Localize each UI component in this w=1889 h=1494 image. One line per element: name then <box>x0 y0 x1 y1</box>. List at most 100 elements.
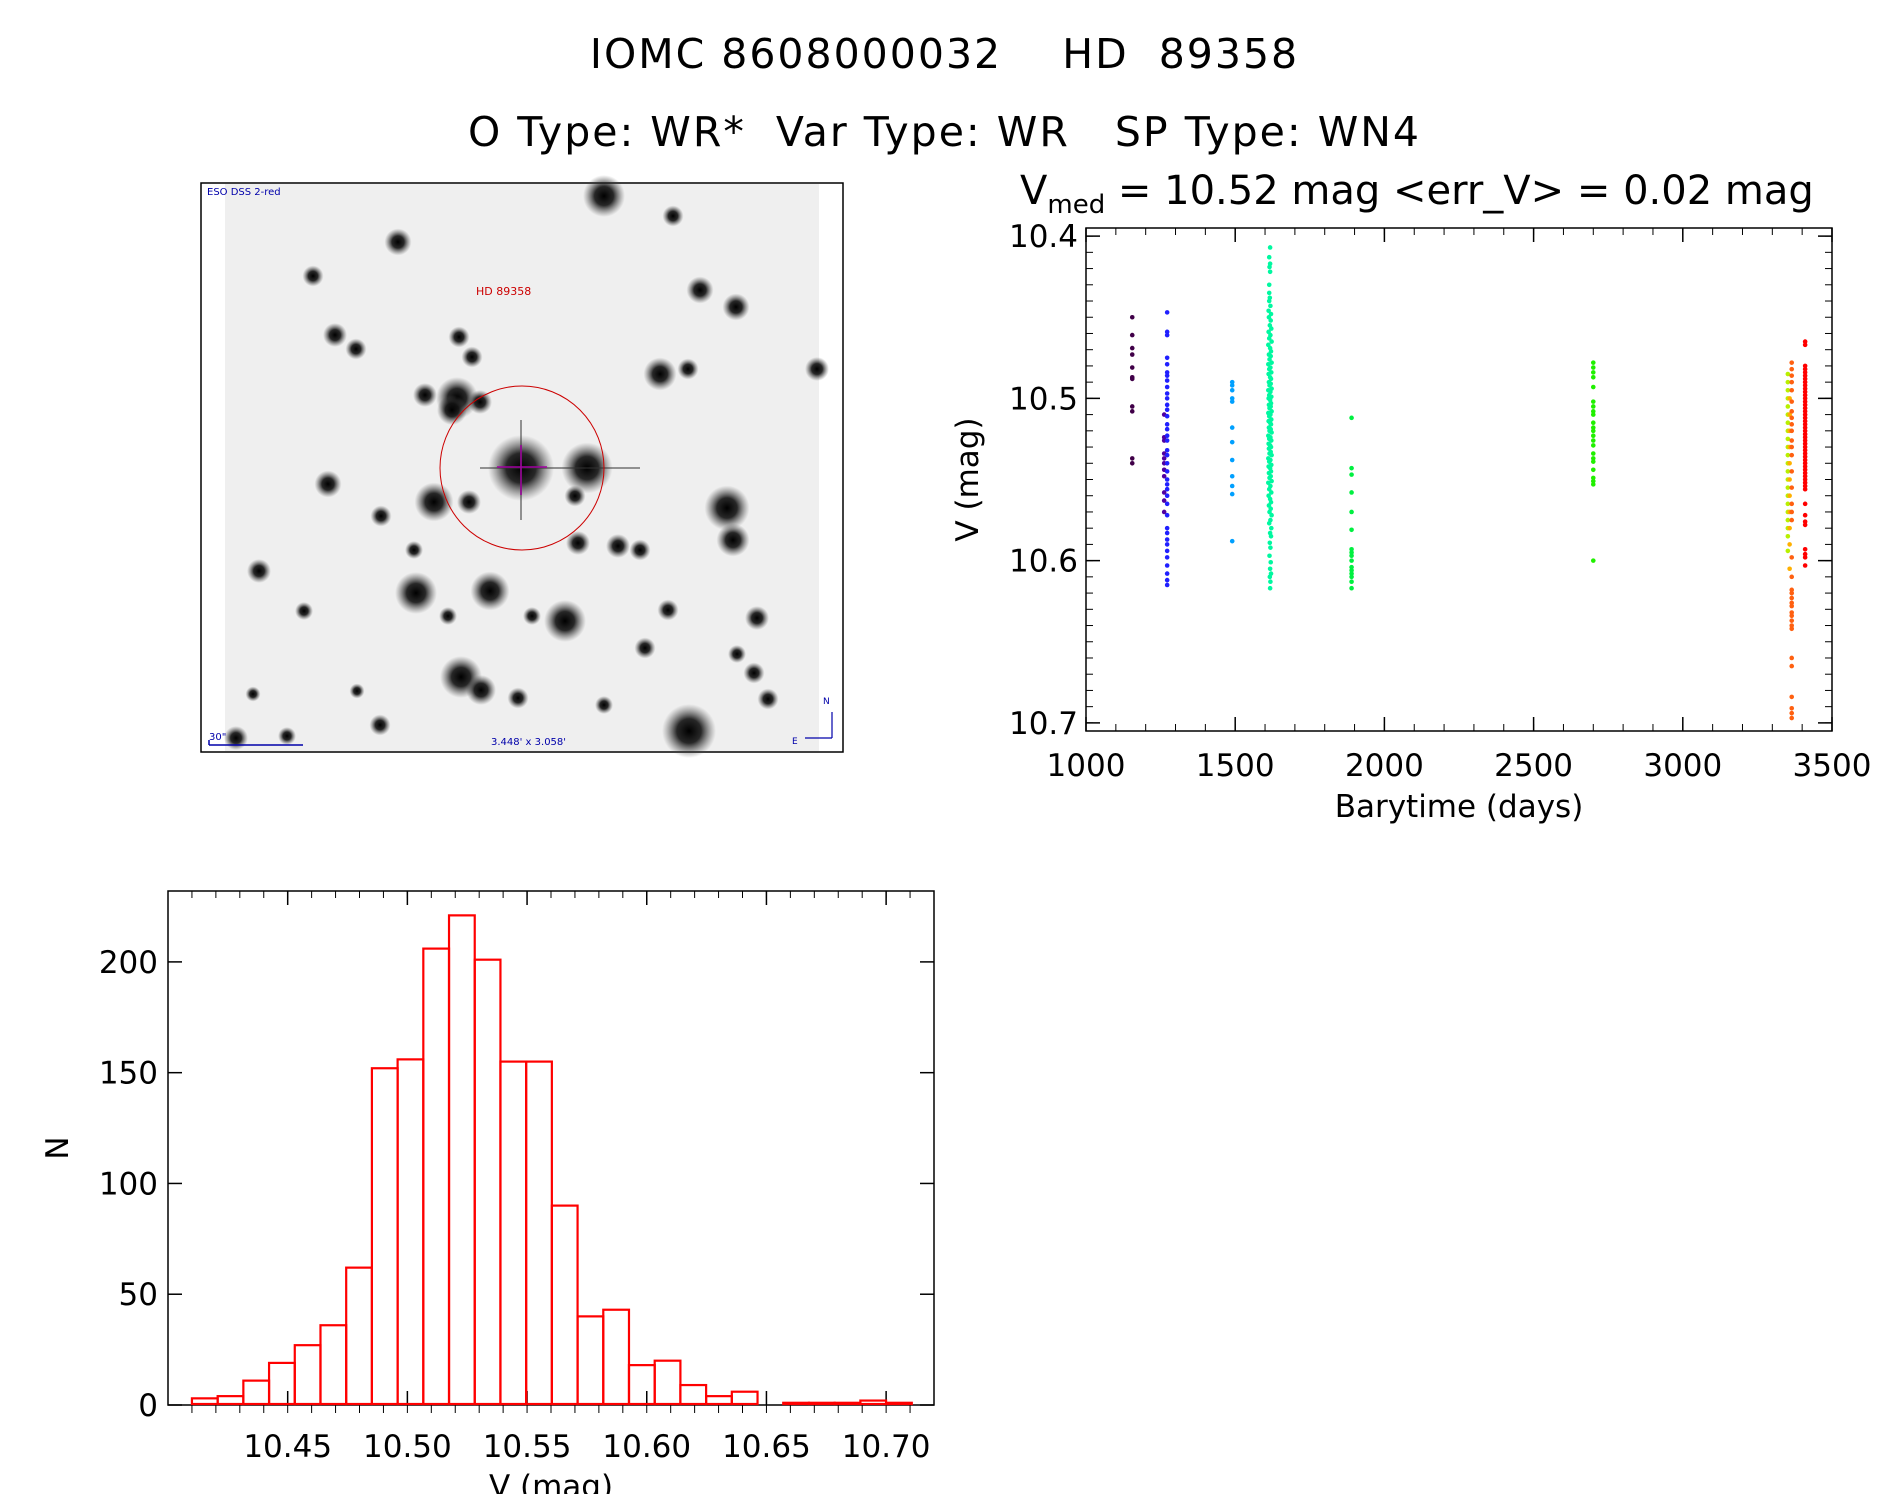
data-point <box>1789 694 1795 700</box>
data-point <box>1789 366 1795 372</box>
data-point <box>1349 472 1354 477</box>
x-tick-label: 3000 <box>1643 748 1722 784</box>
data-point <box>1269 525 1274 531</box>
header-subtitle: O Type: WR* Var Type: WR SP Type: WN4 <box>467 108 1422 156</box>
data-point <box>1266 521 1272 526</box>
data-point <box>1269 512 1274 518</box>
data-point <box>1349 553 1354 559</box>
data-point <box>1789 422 1795 427</box>
data-point <box>1789 663 1795 669</box>
data-point <box>1802 555 1808 560</box>
y-tick-label: 10.7 <box>1009 706 1078 742</box>
data-point <box>1164 542 1170 547</box>
data-point <box>1785 548 1791 554</box>
histogram-bar <box>216 1395 245 1406</box>
data-point <box>1229 538 1235 544</box>
data-point <box>1785 485 1791 490</box>
x-axis-label: V (mag) <box>489 1469 613 1494</box>
data-point <box>1789 613 1795 619</box>
data-point <box>1349 465 1354 471</box>
data-point <box>1802 501 1808 507</box>
data-point <box>1268 533 1274 539</box>
data-point <box>1802 402 1808 408</box>
data-point <box>1349 574 1354 580</box>
data-point <box>1802 519 1808 524</box>
data-point <box>1789 452 1795 458</box>
data-point <box>1164 373 1170 378</box>
data-point <box>1164 493 1170 499</box>
histogram-bar <box>782 1401 811 1406</box>
data-point <box>1349 568 1354 573</box>
data-point <box>1164 422 1170 427</box>
data-point <box>1785 371 1791 377</box>
data-point <box>1789 610 1795 615</box>
data-point <box>1349 558 1354 563</box>
data-point <box>1590 425 1596 430</box>
data-point <box>1164 310 1170 315</box>
data-point <box>1269 438 1274 443</box>
data-point <box>1164 402 1170 408</box>
data-point <box>1269 430 1274 435</box>
x-tick-label: 2000 <box>1345 748 1424 784</box>
lightcurve-title: Vmed = 10.52 mag <err_V> = 0.02 mag <box>1020 168 1814 220</box>
data-point <box>1164 501 1170 507</box>
data-point <box>1802 435 1808 440</box>
data-point <box>1802 379 1808 385</box>
data-point <box>1268 579 1273 585</box>
data-point <box>1787 493 1792 499</box>
data-point <box>1785 379 1791 385</box>
data-point <box>1802 546 1808 552</box>
data-point <box>1802 444 1808 450</box>
data-point <box>1789 438 1795 443</box>
scale-label: 30" <box>209 732 227 743</box>
data-point <box>1164 525 1170 531</box>
data-point <box>1787 566 1792 572</box>
data-point <box>1789 626 1795 632</box>
y-tick-label: 50 <box>119 1277 158 1313</box>
data-point <box>1229 473 1235 479</box>
data-point <box>1590 374 1596 380</box>
data-point <box>1789 705 1795 711</box>
data-point <box>1590 456 1596 461</box>
data-point <box>1164 452 1170 458</box>
data-point <box>1164 512 1170 518</box>
data-point <box>1590 459 1596 464</box>
data-point <box>1349 550 1354 555</box>
data-point <box>1129 460 1135 466</box>
data-point <box>1164 486 1170 492</box>
x-tick-label: 10.45 <box>243 1429 332 1465</box>
data-point <box>1789 379 1795 385</box>
histogram-bar <box>550 1204 579 1406</box>
data-point <box>1164 433 1170 438</box>
data-point <box>1349 509 1354 515</box>
data-point <box>1789 618 1795 623</box>
x-tick-label: 3500 <box>1793 748 1872 784</box>
data-point <box>1266 298 1272 304</box>
data-point <box>1785 436 1791 442</box>
data-point <box>1789 387 1795 393</box>
data-point <box>1789 469 1795 474</box>
data-point <box>1785 420 1791 426</box>
data-point <box>1789 574 1795 580</box>
data-point <box>1349 527 1354 533</box>
data-point <box>1349 571 1354 576</box>
data-point <box>1802 422 1808 427</box>
data-point <box>1802 483 1808 489</box>
y-tick-label: 10.4 <box>1009 219 1078 255</box>
x-tick-label: 10.65 <box>722 1429 811 1465</box>
title-rest: = 10.52 mag <err_V> = 0.02 mag <box>1105 168 1814 214</box>
data-point <box>1789 415 1795 421</box>
data-point <box>1229 483 1235 489</box>
data-point <box>1229 457 1235 463</box>
data-point <box>1802 486 1808 492</box>
data-point <box>1787 477 1792 482</box>
histogram-bar <box>396 1058 425 1406</box>
data-point <box>1802 457 1808 463</box>
data-point <box>1161 490 1167 495</box>
histogram-bar <box>370 1067 399 1406</box>
y-tick-label: 0 <box>138 1388 158 1424</box>
data-point <box>1787 542 1792 547</box>
data-point <box>1590 428 1596 434</box>
data-point <box>1164 447 1170 453</box>
